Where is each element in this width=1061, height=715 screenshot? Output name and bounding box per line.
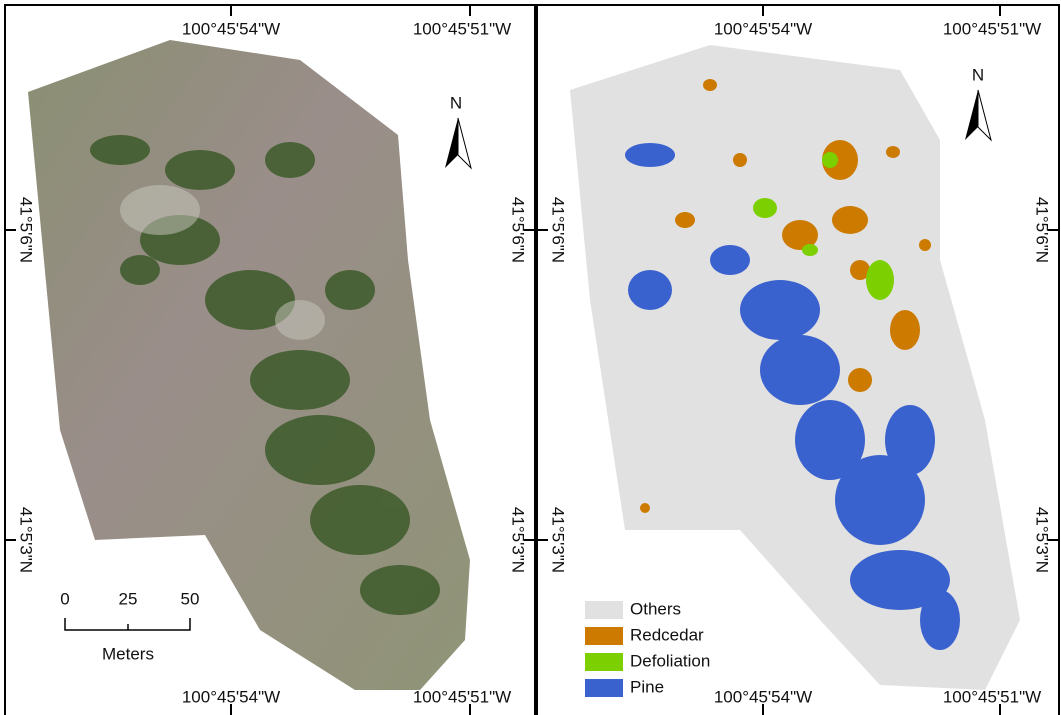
legend: Others Redcedar Defoliation Pine xyxy=(585,599,710,697)
scale-unit: Meters xyxy=(102,644,154,663)
north-label: N xyxy=(450,93,462,112)
classification-map xyxy=(570,45,1020,690)
scale-tick-label: 0 xyxy=(60,589,69,608)
top-coordinate-label: 100°45'51"W xyxy=(943,19,1041,38)
left-coordinate-label: 41°5'6"N xyxy=(17,197,36,263)
bottom-coordinate-label: 100°45'51"W xyxy=(413,687,511,706)
right-coordinate-label: 41°5'6"N xyxy=(509,197,528,263)
aerial-image xyxy=(28,40,470,690)
bottom-coordinate-label: 100°45'54"W xyxy=(182,687,280,706)
right-coordinate-label: 41°5'3"N xyxy=(509,507,528,573)
right-coordinate-label: 41°5'3"N xyxy=(1033,507,1052,573)
bottom-coordinate-label: 100°45'51"W xyxy=(943,687,1041,706)
left-coordinate-label: 41°5'3"N xyxy=(17,507,36,573)
legend-label: Defoliation xyxy=(630,651,710,670)
legend-label: Others xyxy=(630,599,681,618)
legend-label: Pine xyxy=(630,677,664,696)
scale-tick-label: 25 xyxy=(119,589,138,608)
legend-label: Redcedar xyxy=(630,625,704,644)
scale-tick-label: 50 xyxy=(181,589,200,608)
legend-swatch xyxy=(585,653,623,671)
legend-swatch xyxy=(585,601,623,619)
top-coordinate-label: 100°45'54"W xyxy=(182,19,280,38)
legend-swatch xyxy=(585,627,623,645)
top-coordinate-label: 100°45'51"W xyxy=(413,19,511,38)
top-coordinate-label: 100°45'54"W xyxy=(714,19,812,38)
scale-bar: 0 25 50 Meters xyxy=(60,589,199,663)
north-label: N xyxy=(972,65,984,84)
north-arrow: N xyxy=(445,93,471,168)
north-arrow: N xyxy=(965,65,991,140)
right-coordinate-label: 41°5'6"N xyxy=(1033,197,1052,263)
figure: 100°45'54"W 100°45'54"W 100°45'51"W 100°45'… xyxy=(0,0,1061,715)
legend-swatch xyxy=(585,679,623,697)
left-coordinate-label: 41°5'3"N xyxy=(549,507,568,573)
bottom-coordinate-label: 100°45'54"W xyxy=(714,687,812,706)
left-coordinate-label: 41°5'6"N xyxy=(549,197,568,263)
